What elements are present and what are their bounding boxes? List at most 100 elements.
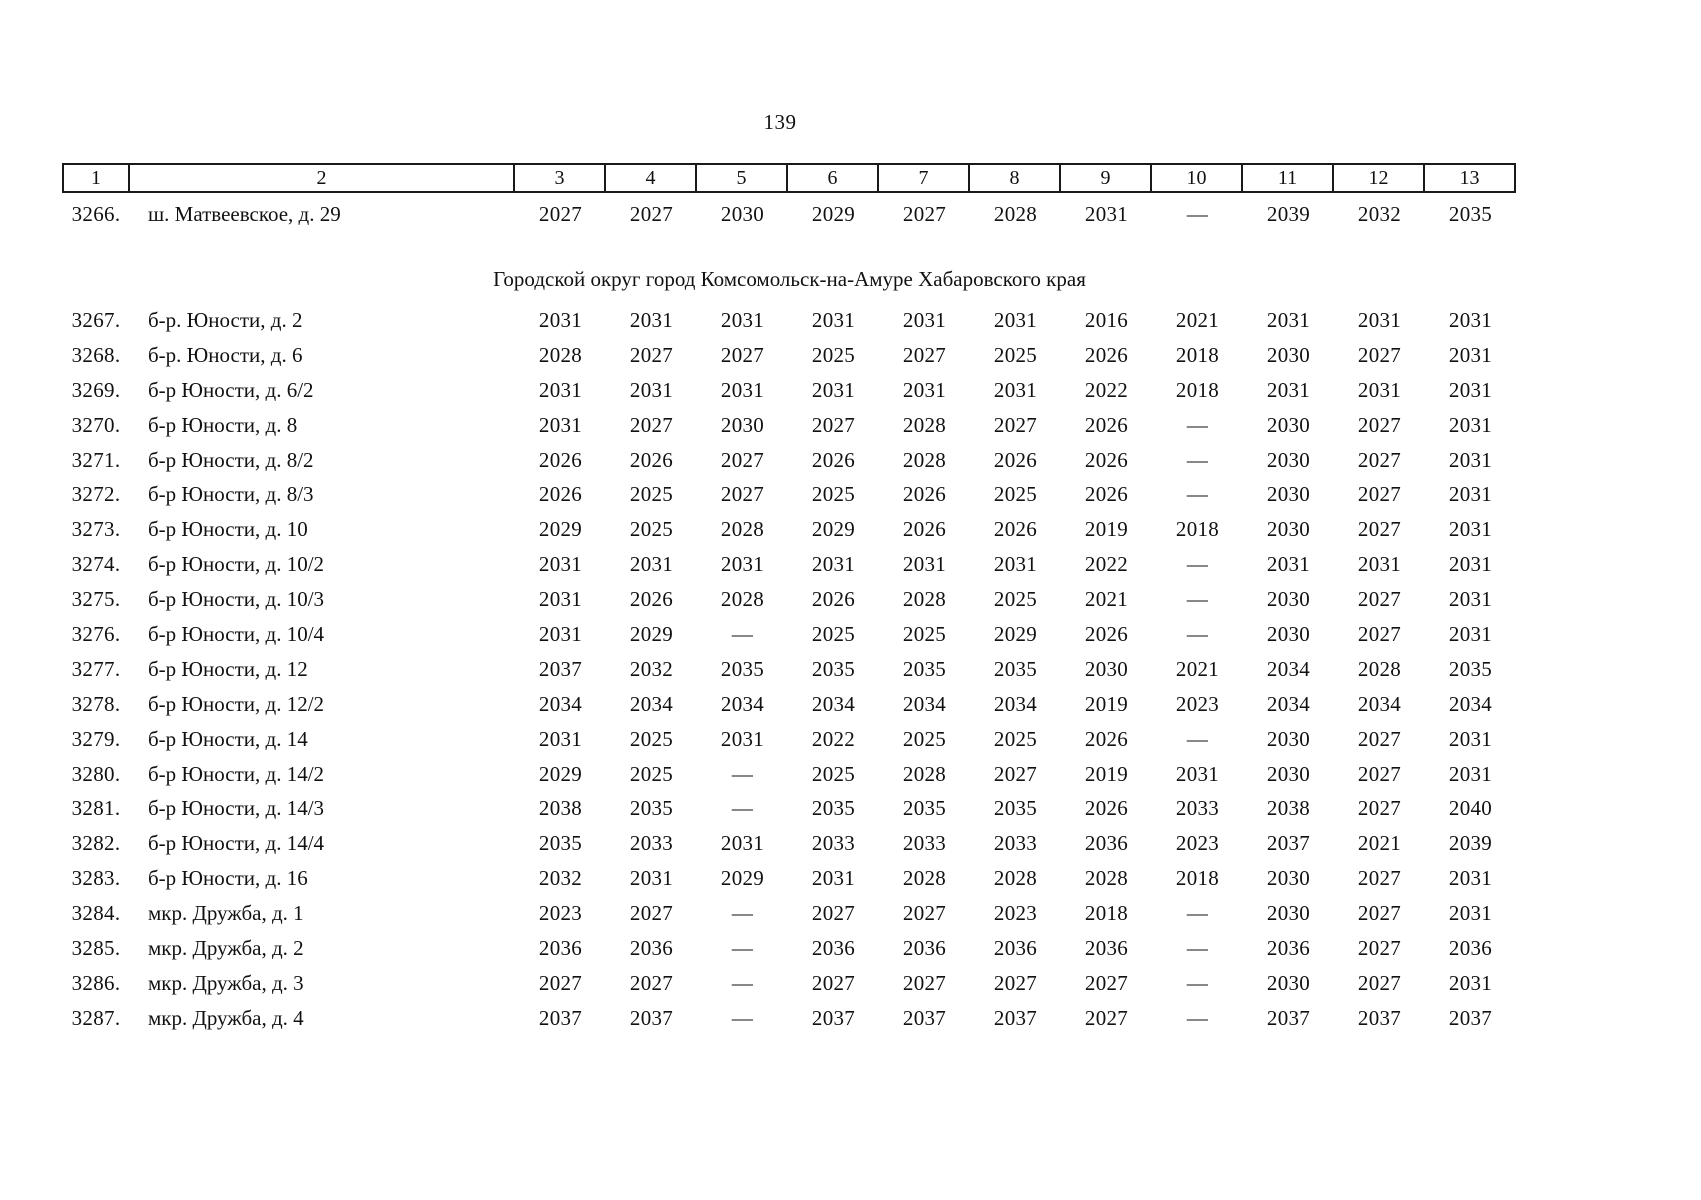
- column-header-6: 6: [786, 163, 879, 193]
- row-year-value: 2033: [902, 831, 947, 856]
- row-number: 3281.: [71, 796, 121, 821]
- row-number: 3285.: [71, 935, 121, 960]
- row-year-value: 2036: [1084, 831, 1129, 856]
- row-year-value: 2027: [1357, 901, 1402, 926]
- row-year-value: 2039: [1448, 831, 1493, 856]
- row-year-value: 2025: [993, 482, 1038, 507]
- row-year-value: 2027: [629, 342, 674, 367]
- row-year-value: 2031: [902, 377, 947, 402]
- row-year-value: 2028: [902, 866, 947, 891]
- row-year-value: 2023: [993, 901, 1038, 926]
- row-year-value: 2034: [993, 691, 1038, 716]
- row-year-value: —: [1186, 935, 1209, 960]
- row-year-value: —: [731, 621, 754, 646]
- column-header-5: 5: [695, 163, 788, 193]
- row-year-value: 2025: [993, 587, 1038, 612]
- column-header-2: 2: [128, 163, 515, 193]
- row-address: мкр. Дружба, д. 3: [148, 970, 304, 995]
- row-year-value: 2037: [1448, 1005, 1493, 1030]
- row-year-value: 2027: [993, 412, 1038, 437]
- row-year-value: 2030: [1266, 587, 1311, 612]
- row-year-value: 2031: [720, 377, 765, 402]
- row-year-value: 2027: [629, 970, 674, 995]
- row-year-value: —: [731, 901, 754, 926]
- row-address: б-р Юности, д. 10/3: [148, 587, 325, 612]
- table-row: 3271. б-р Юности, д. 8/2 2026 2026 2027 2026 2…: [62, 443, 1517, 478]
- row-address: б-р Юности, д. 10: [148, 517, 308, 542]
- row-year-value: 2030: [720, 201, 765, 226]
- row-year-value: 2029: [993, 621, 1038, 646]
- row-year-value: 2028: [902, 761, 947, 786]
- row-year-value: 2035: [1448, 201, 1493, 226]
- row-year-value: 2031: [538, 726, 583, 751]
- row-year-value: 2031: [629, 552, 674, 577]
- row-year-value: 2028: [720, 517, 765, 542]
- row-number: 3273.: [71, 517, 121, 542]
- row-year-value: 2028: [720, 587, 765, 612]
- row-year-value: 2026: [1084, 796, 1129, 821]
- column-header-3: 3: [513, 163, 606, 193]
- row-year-value: 2026: [1084, 342, 1129, 367]
- row-year-value: 2037: [1266, 1005, 1311, 1030]
- row-year-value: 2031: [538, 552, 583, 577]
- row-year-value: 2027: [1084, 1005, 1129, 1030]
- row-year-value: 2038: [538, 796, 583, 821]
- row-year-value: 2026: [538, 447, 583, 472]
- row-year-value: 2027: [629, 201, 674, 226]
- row-year-value: 2027: [1357, 412, 1402, 437]
- row-year-value: 2027: [993, 970, 1038, 995]
- row-year-value: 2031: [993, 552, 1038, 577]
- row-year-value: 2027: [1357, 796, 1402, 821]
- row-year-value: 2031: [720, 726, 765, 751]
- row-year-value: 2035: [811, 656, 856, 681]
- row-year-value: 2030: [1266, 621, 1311, 646]
- row-year-value: 2030: [1266, 970, 1311, 995]
- row-year-value: 2030: [1266, 761, 1311, 786]
- row-year-value: 2026: [993, 447, 1038, 472]
- table-row: 3278. б-р Юности, д. 12/2 2034 2034 2034 2034…: [62, 687, 1517, 722]
- row-year-value: 2033: [993, 831, 1038, 856]
- row-year-value: 2030: [720, 412, 765, 437]
- row-number: 3280.: [71, 761, 121, 786]
- row-year-value: 2018: [1175, 517, 1220, 542]
- row-year-value: 2029: [538, 517, 583, 542]
- row-year-value: —: [1186, 1005, 1209, 1030]
- row-year-value: 2025: [629, 761, 674, 786]
- row-year-value: 2027: [1357, 935, 1402, 960]
- table-row: 3275. б-р Юности, д. 10/3 2031 2026 2028 2026…: [62, 582, 1517, 617]
- row-year-value: 2033: [811, 831, 856, 856]
- row-address: б-р Юности, д. 14/3: [148, 796, 325, 821]
- row-number: 3277.: [71, 656, 121, 681]
- row-number: 3279.: [71, 726, 121, 751]
- row-year-value: 2025: [811, 342, 856, 367]
- table-row: 3277. б-р Юности, д. 12 2037 2032 2035 2035 20…: [62, 652, 1517, 687]
- row-year-value: —: [731, 970, 754, 995]
- row-year-value: 2027: [629, 412, 674, 437]
- row-number: 3271.: [71, 447, 121, 472]
- row-year-value: —: [1186, 621, 1209, 646]
- row-year-value: 2030: [1266, 482, 1311, 507]
- row-year-value: 2038: [1266, 796, 1311, 821]
- row-year-value: 2027: [1357, 482, 1402, 507]
- row-year-value: 2037: [902, 1005, 947, 1030]
- row-year-value: 2022: [1084, 552, 1129, 577]
- row-address: б-р Юности, д. 10/4: [148, 621, 325, 646]
- row-address: б-р Юности, д. 8: [148, 412, 298, 437]
- row-year-value: 2030: [1266, 412, 1311, 437]
- row-year-value: 2022: [811, 726, 856, 751]
- row-year-value: 2036: [538, 935, 583, 960]
- row-year-value: 2028: [993, 866, 1038, 891]
- row-year-value: 2031: [1448, 447, 1493, 472]
- row-year-value: 2031: [811, 307, 856, 332]
- row-year-value: 2029: [629, 621, 674, 646]
- row-address: б-р Юности, д. 16: [148, 866, 308, 891]
- row-address: б-р. Юности, д. 2: [148, 307, 303, 332]
- row-year-value: 2028: [902, 447, 947, 472]
- row-year-value: 2033: [1175, 796, 1220, 821]
- row-year-value: 2033: [629, 831, 674, 856]
- row-year-value: 2019: [1084, 761, 1129, 786]
- row-year-value: 2035: [538, 831, 583, 856]
- row-address: мкр. Дружба, д. 2: [148, 935, 304, 960]
- row-year-value: 2025: [902, 726, 947, 751]
- row-year-value: 2035: [1448, 656, 1493, 681]
